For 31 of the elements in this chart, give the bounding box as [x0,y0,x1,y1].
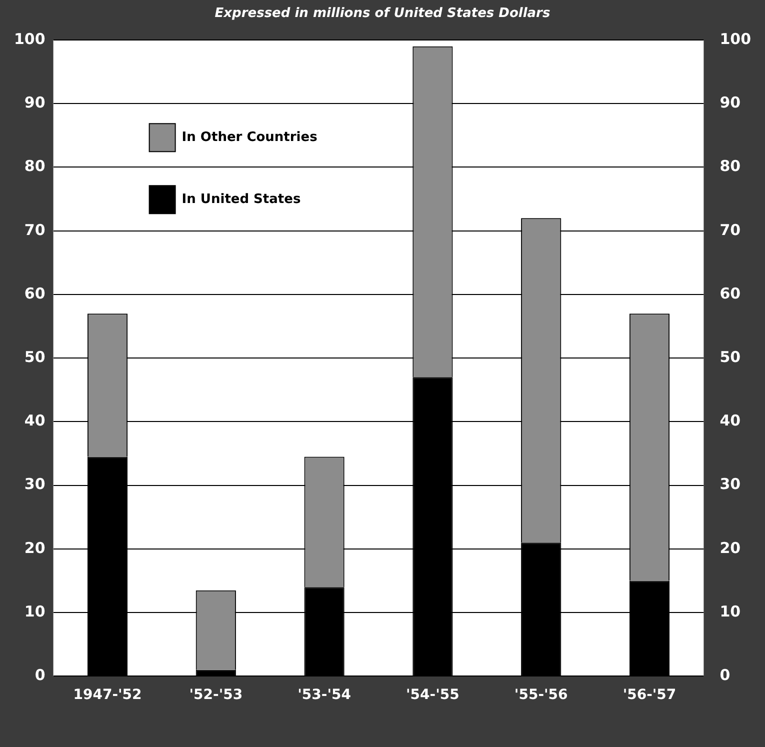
y-tick-label: 80 [24,157,46,176]
y2-tick-label: 0 [720,666,730,684]
y-tick-label: 100 [14,30,46,48]
y-tick-label: 90 [24,94,46,112]
x-tick-label: '54-'55 [406,687,460,704]
x-tick-label: 1947-'52 [73,687,142,704]
y-tick-label: 60 [24,284,46,302]
y2-tick-label: 90 [720,94,741,112]
x-tick-label: '53-'54 [298,687,352,704]
y2-tick-label: 10 [720,602,741,620]
legend-label: In United States [182,192,301,207]
x-tick-label: '52-'53 [189,687,243,704]
y-tick-label: 70 [24,220,46,239]
x-tick-label: '56-'57 [622,687,676,704]
y2-tick-label: 30 [720,475,741,494]
y2-tick-label: 80 [720,157,741,176]
legend-label: In Other Countries [182,130,318,145]
y-tick-label: 30 [24,475,46,494]
y-tick-label: 40 [24,412,46,430]
y-tick-label: 10 [24,602,46,620]
y2-tick-label: 40 [720,412,741,430]
x-tick-label: '55-'56 [514,687,568,704]
y2-tick-label: 100 [720,30,751,48]
y2-tick-label: 20 [720,538,741,557]
y-tick-label: 0 [34,666,46,684]
y-tick-label: 50 [24,348,46,366]
y2-tick-label: 70 [720,220,741,239]
chart-title: Expressed in millions of United States Dollars [214,6,552,21]
y2-tick-label: 60 [720,284,741,302]
y-tick-label: 20 [24,538,46,557]
y2-tick-label: 50 [720,348,741,366]
